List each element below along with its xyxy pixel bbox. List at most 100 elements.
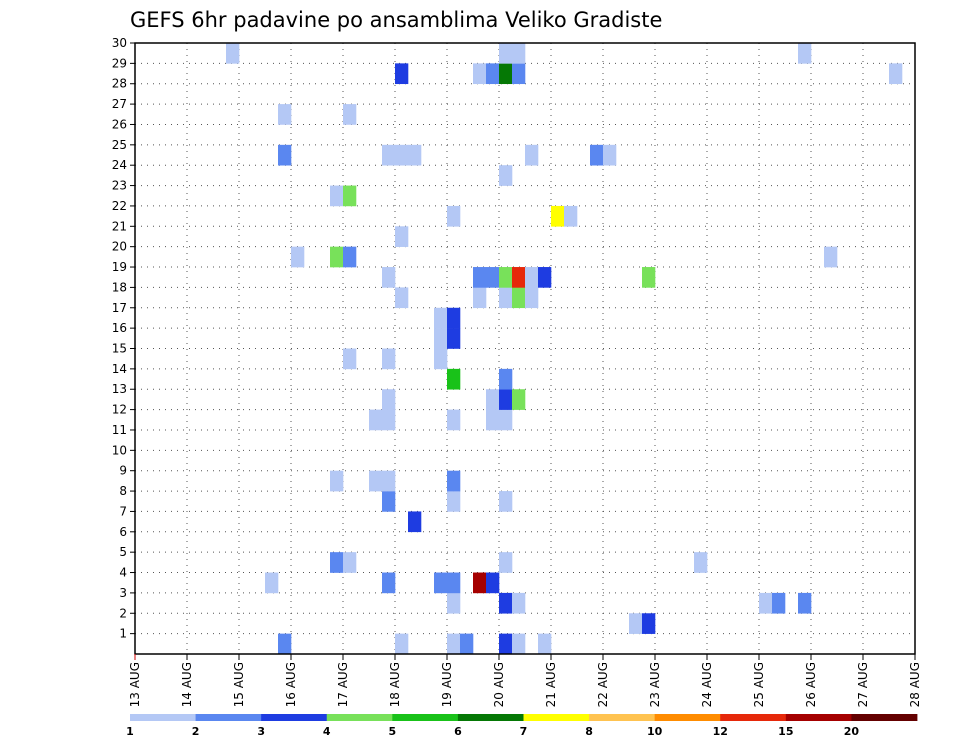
x-tick-label: 15 AUG <box>232 662 246 707</box>
heatmap-cell <box>642 267 656 288</box>
heatmap-cell <box>330 552 344 573</box>
colorbar-swatch <box>457 714 524 721</box>
heatmap-cell <box>499 368 513 390</box>
heatmap-cell <box>343 348 357 370</box>
x-tick-label: 23 AUG <box>648 662 662 707</box>
x-tick-label: 20 AUG <box>492 662 506 707</box>
heatmap-cell <box>382 491 396 512</box>
heatmap-cell <box>460 633 474 655</box>
heatmap-cell <box>447 205 461 227</box>
heatmap-cell <box>499 552 513 573</box>
heatmap-cell <box>447 368 461 390</box>
heatmap-cell <box>629 613 643 634</box>
heatmap-cell <box>278 144 292 166</box>
heatmap-cell <box>382 144 396 166</box>
colorbar-swatch <box>261 714 328 721</box>
heatmap-cell <box>330 185 344 207</box>
heatmap-cell <box>447 470 461 492</box>
heatmap-cell <box>772 592 786 614</box>
heatmap-cell <box>499 165 513 186</box>
heatmap-cells <box>226 43 903 655</box>
x-tick-label: 27 AUG <box>856 662 870 707</box>
heatmap-cell <box>408 511 422 533</box>
heatmap-cell <box>512 287 526 309</box>
colorbar-label: 15 <box>778 725 793 738</box>
colorbar-label: 2 <box>192 725 200 738</box>
y-tick-label: 12 <box>112 403 127 417</box>
heatmap-cell <box>551 205 565 227</box>
heatmap-cell <box>382 348 396 370</box>
y-tick-label: 30 <box>112 36 127 50</box>
heatmap-cell <box>369 409 383 431</box>
heatmap-cell <box>291 246 305 268</box>
heatmap-cell <box>382 572 396 594</box>
heatmap-cell <box>499 287 513 309</box>
heatmap-cell <box>512 592 526 614</box>
colorbar-label: 10 <box>647 725 663 738</box>
colorbar-swatch <box>523 714 590 721</box>
y-tick-label: 24 <box>112 158 127 172</box>
y-tick-label: 6 <box>119 525 127 539</box>
heatmap-cell <box>447 572 461 594</box>
y-tick-label: 28 <box>112 77 127 91</box>
heatmap-cell <box>564 205 578 227</box>
heatmap-cell <box>512 63 526 85</box>
heatmap-cell <box>408 144 422 166</box>
heatmap-cell <box>824 246 838 268</box>
heatmap-cell <box>343 185 357 207</box>
heatmap-cell <box>395 226 409 247</box>
heatmap-cell <box>395 63 409 85</box>
heatmap-cell <box>278 104 292 125</box>
heatmap-cell <box>434 572 448 594</box>
heatmap-cell <box>395 287 409 309</box>
y-tick-label: 11 <box>112 423 127 437</box>
y-tick-label: 25 <box>112 138 127 152</box>
y-tick-label: 10 <box>112 443 127 457</box>
y-tick-label: 22 <box>112 199 127 213</box>
y-tick-label: 15 <box>112 342 127 356</box>
heatmap-cell <box>226 43 240 64</box>
y-tick-label: 27 <box>112 97 127 111</box>
y-tick-label: 26 <box>112 117 127 131</box>
y-tick-label: 3 <box>119 586 127 600</box>
colorbar-label: 6 <box>454 725 462 738</box>
heatmap-cell <box>447 592 461 614</box>
heatmap-cell <box>395 633 409 655</box>
colorbar-label: 5 <box>389 725 397 738</box>
heatmap-cell <box>447 328 461 349</box>
heatmap-cell <box>330 246 344 268</box>
colorbar-label: 7 <box>520 725 528 738</box>
x-tick-label: 22 AUG <box>596 662 610 707</box>
heatmap-cell <box>512 389 526 410</box>
heatmap-cell <box>525 144 539 166</box>
colorbar-label: 12 <box>713 725 728 738</box>
x-tick-label: 18 AUG <box>388 662 402 707</box>
heatmap-cell <box>486 63 500 85</box>
heatmap-cell <box>642 613 656 634</box>
x-tick-label: 24 AUG <box>700 662 714 707</box>
heatmap-cell <box>694 552 708 573</box>
colorbar-label: 4 <box>323 725 331 738</box>
heatmap-cell <box>499 267 513 288</box>
heatmap-cell <box>382 267 396 288</box>
heatmap-cell <box>473 267 487 288</box>
heatmap-cell <box>278 633 292 655</box>
heatmap-cell <box>447 307 461 329</box>
colorbar: 1 2 3 4 5 6 7 8 10 12 15 20 <box>126 714 918 738</box>
colorbar-swatch <box>785 714 852 721</box>
heatmap-cell <box>343 552 357 573</box>
x-tick-label: 16 AUG <box>284 662 298 707</box>
heatmap-cell <box>369 470 383 492</box>
heatmap-cell <box>499 63 513 85</box>
colorbar-swatch <box>392 714 459 721</box>
colorbar-label: 20 <box>844 725 860 738</box>
x-tick-label: 14 AUG <box>180 662 194 707</box>
y-tick-label: 4 <box>119 566 127 580</box>
y-tick-label: 29 <box>112 56 127 70</box>
y-tick-label: 19 <box>112 260 127 274</box>
heatmap-cell <box>447 491 461 512</box>
y-tick-label: 14 <box>112 362 127 376</box>
heatmap-cell <box>265 572 279 594</box>
heatmap-cell <box>382 470 396 492</box>
y-tick-label: 21 <box>112 219 127 233</box>
